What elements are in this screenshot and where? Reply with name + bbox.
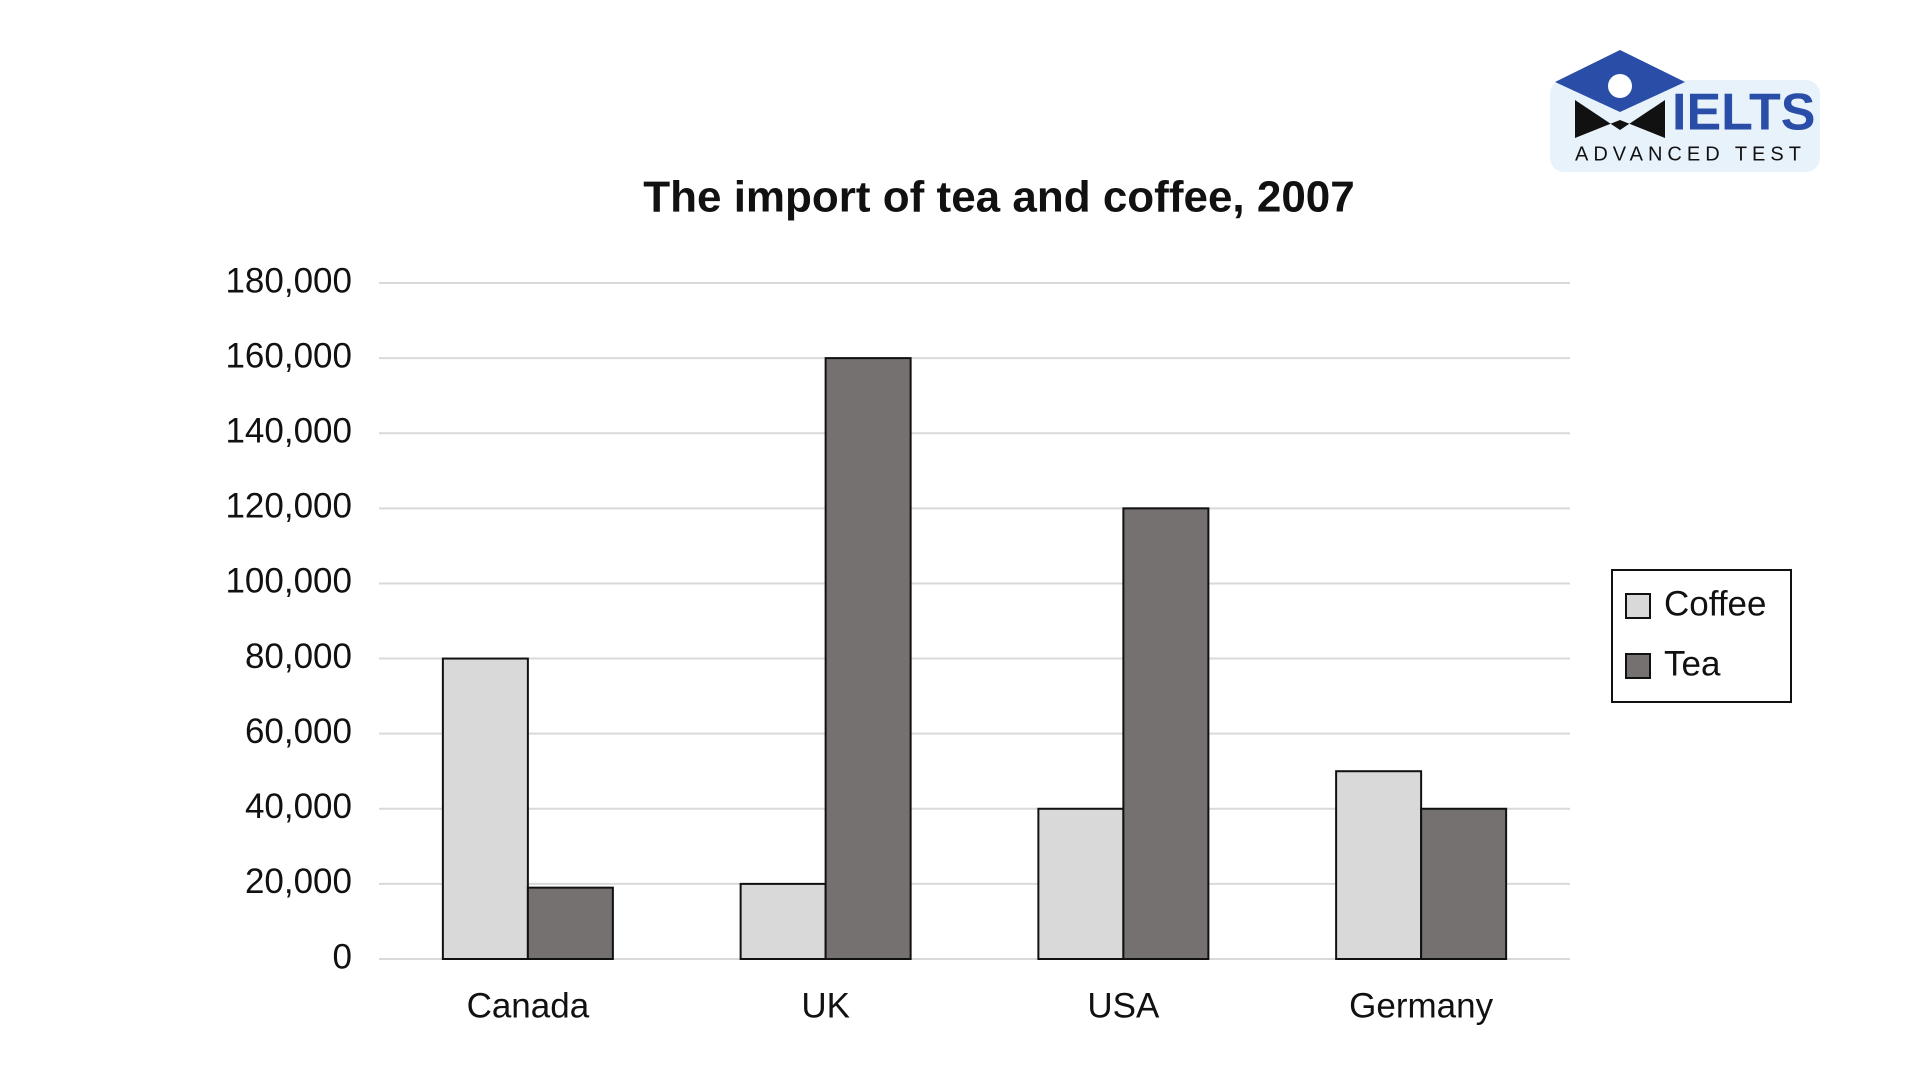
y-tick-label: 140,000 — [225, 411, 352, 450]
legend-swatch — [1625, 593, 1651, 619]
x-tick-label: USA — [1087, 986, 1160, 1025]
legend-label: Coffee — [1664, 584, 1767, 623]
y-tick-label: 0 — [333, 937, 352, 976]
logo-head — [1608, 74, 1632, 98]
logo-subtitle: ADVANCED TEST — [1575, 143, 1806, 165]
y-tick-label: 160,000 — [225, 336, 352, 375]
y-tick-label: 100,000 — [225, 562, 352, 601]
bar — [1335, 770, 1423, 960]
bar — [824, 357, 912, 961]
y-tick-label: 20,000 — [245, 862, 352, 901]
legend: Coffee Tea — [1611, 569, 1792, 703]
bar — [526, 886, 614, 961]
y-tick-label: 180,000 — [225, 261, 352, 300]
x-tick-label: UK — [801, 986, 850, 1025]
x-tick-label: Germany — [1349, 986, 1493, 1025]
bar — [1037, 807, 1125, 960]
bar — [739, 882, 827, 961]
bar — [441, 657, 529, 960]
y-tick-label: 40,000 — [245, 787, 352, 826]
legend-label: Tea — [1664, 644, 1721, 683]
chart-title: The import of tea and coffee, 2007 — [643, 173, 1355, 222]
logo-book — [1575, 100, 1665, 138]
logo-text: IELTS — [1672, 84, 1815, 142]
bar — [1420, 807, 1508, 960]
logo: IELTS ADVANCED TEST — [1550, 50, 1820, 172]
x-tick-label: Canada — [467, 986, 590, 1025]
y-tick-label: 120,000 — [225, 487, 352, 526]
bar — [1122, 507, 1210, 960]
y-tick-label: 80,000 — [245, 637, 352, 676]
y-tick-label: 60,000 — [245, 712, 352, 751]
legend-box — [1611, 569, 1792, 703]
legend-swatch — [1625, 653, 1651, 679]
